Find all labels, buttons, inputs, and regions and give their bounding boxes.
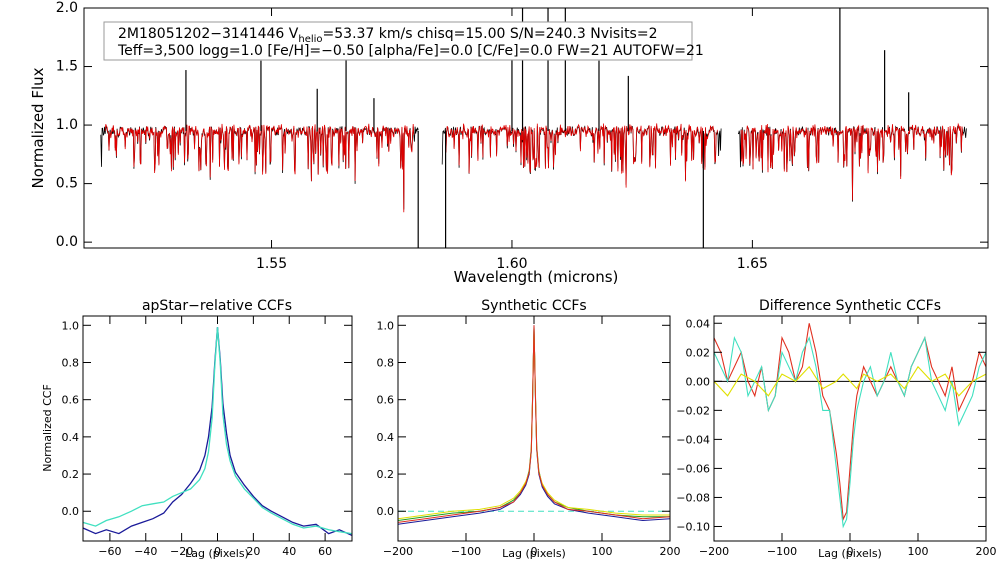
y-tick-label: 1.5: [56, 59, 78, 75]
ccf-series-line: [714, 365, 986, 397]
y-tick-label: 0.8: [377, 356, 395, 369]
synthetic-x-axis-title: Lag (pixels): [502, 547, 566, 560]
ccf-series-line: [83, 327, 352, 535]
synthetic-ticks: −200 −100 0 100 200 0.0 0.2 0.4 0.6 0.8 1.0: [377, 316, 681, 558]
apstar-y-axis-title: Normalized CCF: [41, 384, 54, 472]
y-tick-label: 0.0: [377, 505, 395, 518]
y-tick-label: 0.5: [56, 176, 78, 192]
apstar-ticks: −60 −40 −20 0 20 40 60 0.0 0.2 0.4 0.6 0.8 1.0: [62, 316, 352, 558]
y-tick-label: 0.0: [56, 234, 78, 250]
difference-x-axis-title: Lag (pixels): [818, 547, 882, 560]
x-tick-label: 1.60: [496, 256, 527, 272]
ccf-series-line: [714, 323, 986, 522]
apstar-x-axis-title: Lag (pixels): [185, 547, 249, 560]
y-tick-label: −0.02: [676, 404, 710, 417]
synthetic-panel-title: Synthetic CCFs: [481, 298, 586, 314]
spectrum-ticks: 1.55 1.60 1.65 0.0 0.5 1.0 1.5 2.0: [56, 0, 988, 272]
x-tick-label: 200: [976, 545, 997, 558]
x-tick-label: −200: [699, 545, 729, 558]
ccf-series-line: [83, 327, 352, 536]
y-tick-label: 0.02: [686, 346, 711, 359]
x-tick-label: −40: [134, 545, 157, 558]
model-spectrum-line: [740, 122, 964, 201]
x-tick-label: 0: [847, 545, 854, 558]
y-tick-label: −0.08: [676, 491, 710, 504]
y-tick-label: 2.0: [56, 0, 78, 16]
synthetic-ccf-panel: Synthetic CCFs −200 −100 0 100 200 0.0 0.2 0.4 0…: [377, 298, 681, 560]
y-tick-label: 1.0: [56, 117, 78, 133]
y-tick-label: −0.10: [676, 520, 710, 533]
y-tick-label: 0.4: [62, 431, 80, 444]
difference-axes-frame: [713, 315, 987, 542]
model-spectrum-line: [104, 123, 415, 213]
ccf-series-line: [714, 335, 986, 529]
x-tick-label: −20: [170, 545, 193, 558]
x-tick-label: 1.55: [256, 256, 287, 272]
y-tick-label: 0.00: [686, 375, 711, 388]
x-tick-label: 100: [592, 545, 613, 558]
info-line-1: 2M18051202−3141446 Vhelio=53.37 km/s chi…: [118, 26, 658, 45]
y-tick-label: 1.0: [62, 319, 80, 332]
ccf-series-line: [398, 325, 670, 525]
difference-panel-title: Difference Synthetic CCFs: [759, 298, 941, 314]
y-tick-label: 0.8: [62, 356, 80, 369]
apstar-ccf-panel: apStar−relative CCFs −60 −40 −20 0 20 40 60 0.0…: [41, 298, 353, 560]
apstar-axes-frame: [82, 315, 353, 542]
apstar-panel-title: apStar−relative CCFs: [142, 298, 292, 314]
x-tick-label: −200: [383, 545, 413, 558]
difference-ccf-panel: Difference Synthetic CCFs −200 −100 0 100 20…: [676, 298, 996, 560]
x-tick-label: 200: [660, 545, 681, 558]
y-tick-label: 0.04: [686, 317, 711, 330]
x-tick-label: 20: [246, 545, 260, 558]
x-tick-label: 100: [908, 545, 929, 558]
y-tick-label: 0.6: [377, 394, 395, 407]
synthetic-plot-area: [398, 325, 670, 525]
ccf-series-line: [398, 327, 670, 520]
spectrum-y-axis-title: Normalized Flux: [29, 67, 47, 188]
x-tick-label: 60: [318, 545, 332, 558]
y-tick-label: 0.0: [62, 505, 80, 518]
y-tick-label: 0.4: [377, 431, 395, 444]
x-tick-label: −60: [98, 545, 121, 558]
x-tick-label: −100: [451, 545, 481, 558]
info-line-2: Teff=3,500 logg=1.0 [Fe/H]=−0.50 [alpha/…: [117, 43, 704, 59]
apstar-plot-area: [83, 327, 352, 536]
y-tick-label: −0.04: [676, 433, 710, 446]
x-tick-label: 0: [531, 545, 538, 558]
y-tick-label: 0.2: [62, 468, 80, 481]
y-tick-label: 1.0: [377, 319, 395, 332]
y-tick-label: −0.06: [676, 462, 710, 475]
x-tick-label: 0: [214, 545, 221, 558]
ccf-series-line: [398, 327, 670, 521]
spectrum-x-axis-title: Wavelength (microns): [454, 268, 619, 286]
x-tick-label: −100: [767, 545, 797, 558]
model-spectrum-line: [445, 123, 718, 188]
spectrum-panel: 1.55 1.60 1.65 0.0 0.5 1.0 1.5 2.0 2M18051202−3…: [29, 0, 989, 286]
difference-ticks: −200 −100 0 100 200 −0.10 −0.08 −0.06 −0.04 −0.02…: [676, 316, 997, 558]
info-box: [103, 21, 693, 61]
x-tick-label: 1.65: [737, 256, 768, 272]
y-tick-label: 0.6: [62, 394, 80, 407]
x-tick-label: 40: [282, 545, 296, 558]
y-tick-label: 0.2: [377, 468, 395, 481]
ccf-series-line: [398, 325, 670, 523]
difference-plot-area: [714, 323, 986, 529]
spectrum-axes-frame: [83, 7, 989, 249]
